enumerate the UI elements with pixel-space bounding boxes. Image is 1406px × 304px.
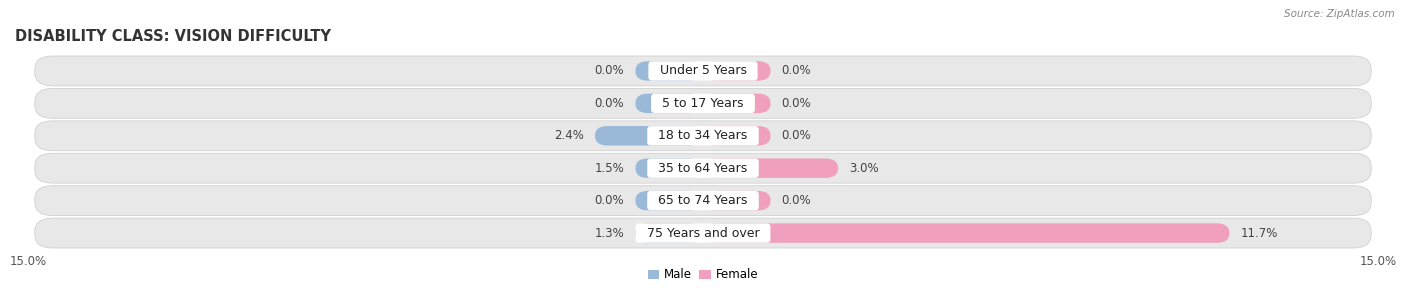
FancyBboxPatch shape bbox=[636, 94, 703, 113]
Text: 75 Years and over: 75 Years and over bbox=[638, 226, 768, 240]
Text: 18 to 34 Years: 18 to 34 Years bbox=[651, 129, 755, 142]
Text: 0.0%: 0.0% bbox=[595, 194, 624, 207]
Text: 35 to 64 Years: 35 to 64 Years bbox=[651, 162, 755, 175]
Text: 1.5%: 1.5% bbox=[595, 162, 624, 175]
Text: DISABILITY CLASS: VISION DIFFICULTY: DISABILITY CLASS: VISION DIFFICULTY bbox=[14, 29, 330, 44]
Text: Source: ZipAtlas.com: Source: ZipAtlas.com bbox=[1284, 9, 1395, 19]
FancyBboxPatch shape bbox=[35, 88, 1371, 118]
FancyBboxPatch shape bbox=[636, 158, 703, 178]
Text: 0.0%: 0.0% bbox=[595, 64, 624, 78]
Text: 0.0%: 0.0% bbox=[782, 194, 811, 207]
FancyBboxPatch shape bbox=[35, 186, 1371, 216]
FancyBboxPatch shape bbox=[703, 94, 770, 113]
Text: 11.7%: 11.7% bbox=[1240, 226, 1278, 240]
FancyBboxPatch shape bbox=[703, 158, 838, 178]
FancyBboxPatch shape bbox=[35, 56, 1371, 86]
FancyBboxPatch shape bbox=[636, 191, 703, 210]
Text: 2.4%: 2.4% bbox=[554, 129, 583, 142]
Text: 0.0%: 0.0% bbox=[782, 129, 811, 142]
Text: 65 to 74 Years: 65 to 74 Years bbox=[651, 194, 755, 207]
FancyBboxPatch shape bbox=[35, 153, 1371, 183]
Legend: Male, Female: Male, Female bbox=[643, 264, 763, 286]
FancyBboxPatch shape bbox=[35, 218, 1371, 248]
Text: 0.0%: 0.0% bbox=[782, 97, 811, 110]
FancyBboxPatch shape bbox=[636, 61, 703, 81]
FancyBboxPatch shape bbox=[636, 223, 703, 243]
FancyBboxPatch shape bbox=[703, 126, 770, 146]
Text: 0.0%: 0.0% bbox=[595, 97, 624, 110]
Text: Under 5 Years: Under 5 Years bbox=[651, 64, 755, 78]
Text: 1.3%: 1.3% bbox=[595, 226, 624, 240]
Text: 5 to 17 Years: 5 to 17 Years bbox=[654, 97, 752, 110]
FancyBboxPatch shape bbox=[35, 121, 1371, 151]
FancyBboxPatch shape bbox=[703, 191, 770, 210]
FancyBboxPatch shape bbox=[595, 126, 703, 146]
FancyBboxPatch shape bbox=[703, 61, 770, 81]
Text: 0.0%: 0.0% bbox=[782, 64, 811, 78]
FancyBboxPatch shape bbox=[703, 223, 1229, 243]
Text: 3.0%: 3.0% bbox=[849, 162, 879, 175]
